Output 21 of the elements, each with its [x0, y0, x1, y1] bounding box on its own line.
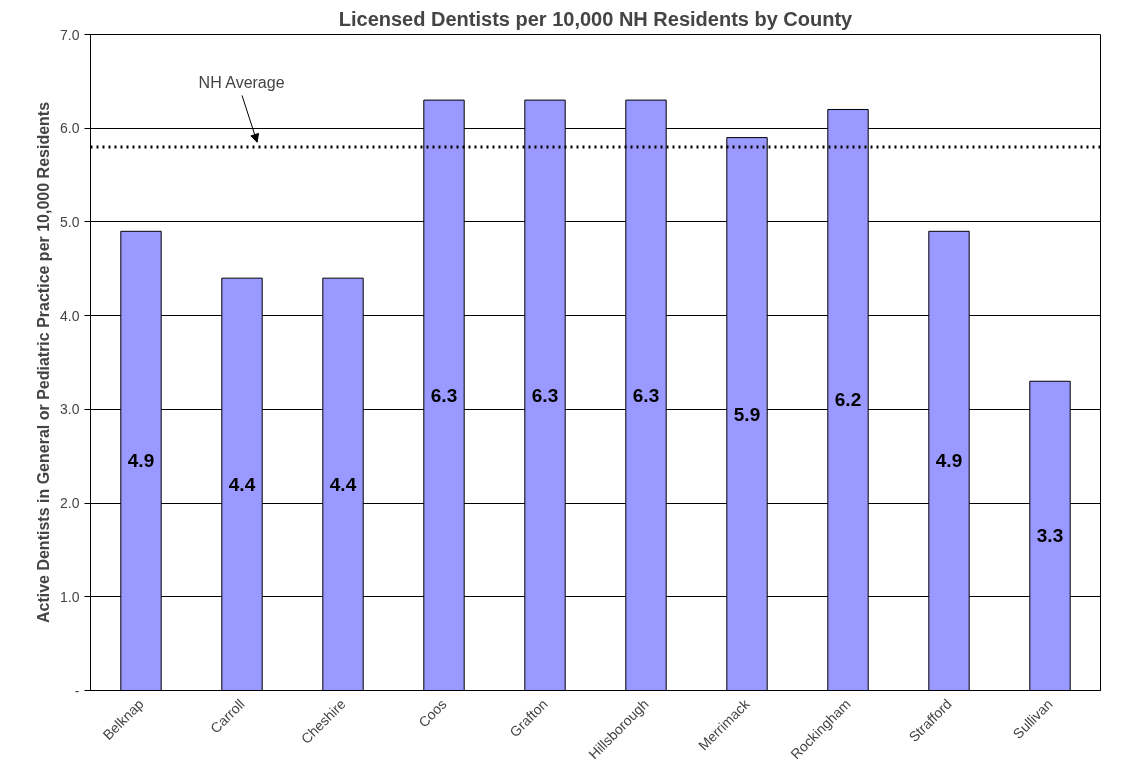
y-tick-label: 3.0 [60, 401, 80, 418]
data-label: 6.2 [834, 389, 862, 411]
y-tick-label: 6.0 [60, 120, 80, 137]
data-label: 4.4 [329, 473, 357, 495]
data-label: 3.3 [1036, 525, 1064, 547]
data-label: 4.9 [127, 450, 155, 472]
data-label: 6.3 [632, 384, 660, 406]
y-tick-label: 7.0 [60, 26, 80, 43]
data-label: 6.3 [531, 384, 559, 406]
data-label: 6.3 [430, 384, 458, 406]
y-tick-label: - [74, 682, 80, 699]
y-tick-label: 4.0 [60, 307, 80, 324]
data-label: 4.4 [228, 473, 256, 495]
data-label: 5.9 [733, 403, 761, 425]
y-axis-title: Active Dentists in General or Pediatric Practice per 10,000 Residents [35, 101, 53, 624]
y-tick-label: 2.0 [60, 495, 80, 512]
data-label: 4.9 [935, 450, 963, 472]
ref-line-label: NH Average [198, 73, 285, 91]
y-tick-label: 1.0 [60, 588, 80, 605]
chart-title: Licensed Dentists per 10,000 NH Residents by County [338, 7, 854, 30]
y-tick-label: 5.0 [60, 213, 80, 230]
